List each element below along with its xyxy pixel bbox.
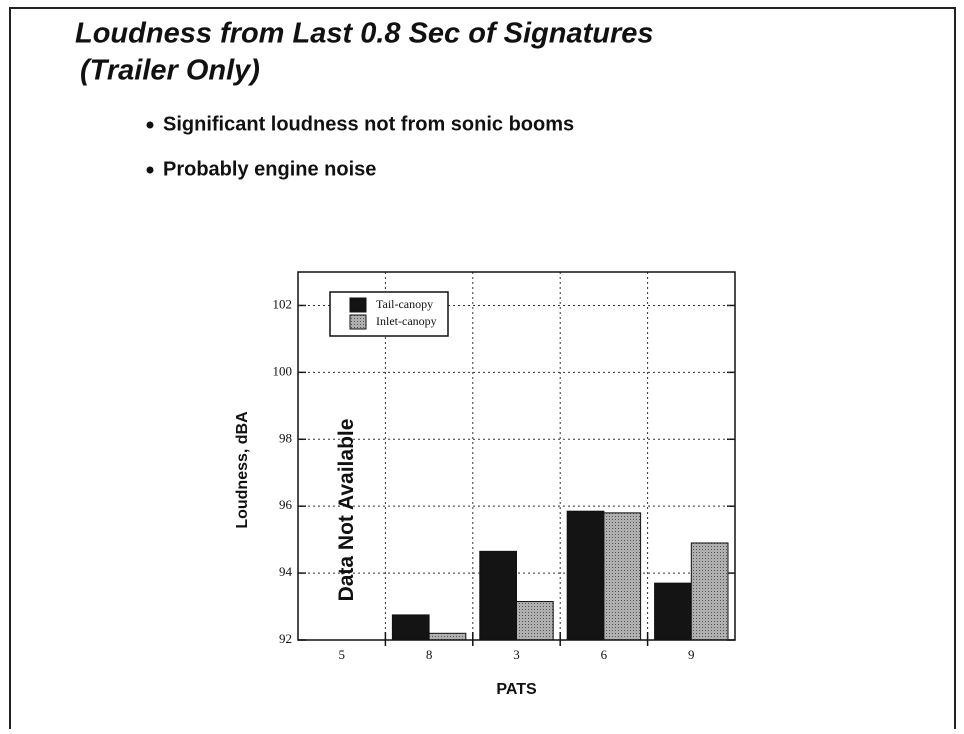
y-tick-label: 94 bbox=[279, 564, 293, 579]
x-tick-label: 9 bbox=[688, 647, 695, 662]
y-tick-label: 102 bbox=[273, 296, 293, 311]
bar bbox=[690, 542, 729, 641]
legend-label: Inlet-canopy bbox=[376, 314, 437, 328]
y-tick-label: 100 bbox=[273, 363, 293, 378]
slide-title: Loudness from Last 0.8 Sec of Signatures bbox=[75, 18, 654, 50]
slide-border bbox=[9, 7, 956, 729]
bullet-dot bbox=[146, 121, 154, 129]
bar bbox=[428, 632, 467, 641]
x-tick-label: 5 bbox=[338, 647, 345, 662]
legend-swatch bbox=[349, 297, 367, 313]
bar bbox=[479, 550, 517, 641]
legend-swatch bbox=[349, 314, 367, 330]
x-tick-label: 3 bbox=[513, 647, 520, 662]
bar bbox=[391, 614, 430, 641]
bar bbox=[603, 512, 642, 641]
y-tick-label: 92 bbox=[279, 631, 292, 646]
bullet-text: Significant loudness not from sonic boom… bbox=[163, 113, 574, 135]
bar bbox=[566, 510, 605, 641]
bullet-dot bbox=[146, 166, 154, 174]
y-tick-label: 96 bbox=[279, 497, 293, 512]
legend-label: Tail-canopy bbox=[376, 297, 433, 311]
slide-title: (Trailer Only) bbox=[80, 55, 260, 87]
x-tick-label: 6 bbox=[601, 647, 608, 662]
y-tick-label: 98 bbox=[279, 430, 292, 445]
chart: 92 94 96 98 100 102 5 8 3 6 9 PATS Loudness, dBA Data… bbox=[234, 271, 736, 698]
x-tick-label: 8 bbox=[426, 647, 433, 662]
y-axis-label: Loudness, dBA bbox=[234, 411, 251, 529]
bullet-text: Probably engine noise bbox=[163, 158, 376, 180]
bar bbox=[654, 582, 692, 641]
x-axis-label: PATS bbox=[496, 681, 537, 698]
bar bbox=[516, 601, 554, 641]
plot-frame bbox=[297, 271, 736, 641]
annotation: Data Not Available bbox=[335, 419, 358, 602]
